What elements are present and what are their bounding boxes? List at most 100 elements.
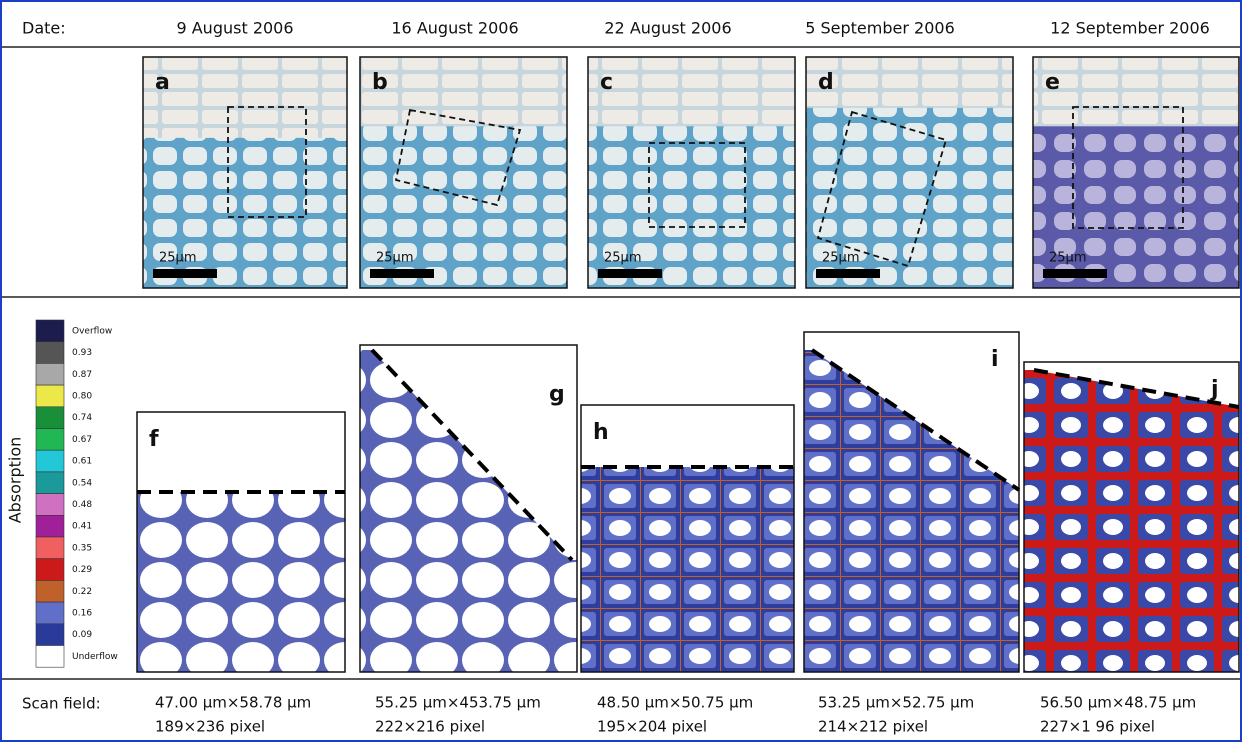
boundary-line bbox=[810, 348, 1021, 492]
legend-label: 0.61 bbox=[72, 457, 92, 467]
cell-layer bbox=[1033, 126, 1239, 288]
cell-layer bbox=[588, 126, 795, 288]
legend-label: 0.09 bbox=[72, 630, 92, 640]
date: 16 August 2006 bbox=[391, 19, 518, 38]
panel-letter: a bbox=[155, 70, 170, 95]
legend-swatch bbox=[35, 601, 65, 625]
scale-bar bbox=[370, 269, 434, 278]
legend-label: 0.93 bbox=[72, 348, 92, 358]
date: 5 September 2006 bbox=[805, 19, 955, 38]
legend-label: 0.16 bbox=[72, 608, 92, 618]
legend-swatch bbox=[35, 514, 65, 538]
scale-bar bbox=[153, 269, 217, 278]
absorption-map bbox=[1024, 370, 1239, 672]
legend-swatch bbox=[35, 319, 65, 343]
region-outline bbox=[227, 106, 307, 218]
scan-pixels: 222×216 pixel bbox=[375, 718, 485, 736]
date: 9 August 2006 bbox=[176, 19, 293, 38]
legend-label: 0.67 bbox=[72, 435, 92, 445]
date: 12 September 2006 bbox=[1050, 19, 1210, 38]
legend-label: 0.48 bbox=[72, 500, 92, 510]
scan-pixels: 227×1 96 pixel bbox=[1040, 718, 1155, 736]
micrograph-border bbox=[1032, 56, 1240, 289]
scale-label: 25µm bbox=[604, 251, 641, 266]
scale-bar bbox=[598, 269, 662, 278]
scan-border bbox=[136, 411, 346, 673]
legend-label: 0.22 bbox=[72, 587, 92, 597]
panel-letter: d bbox=[818, 70, 834, 95]
panel-letter: f bbox=[149, 427, 159, 452]
legend-label: 0.54 bbox=[72, 478, 92, 488]
scan-size: 53.25 µm×52.75 µm bbox=[818, 694, 974, 712]
legend-swatch bbox=[35, 580, 65, 603]
date-label: Date: bbox=[22, 19, 66, 38]
region-outline bbox=[816, 110, 948, 268]
panel-letter: b bbox=[372, 70, 388, 95]
absorption-map bbox=[137, 492, 345, 672]
legend-title: Absorption bbox=[6, 437, 25, 524]
region-outline bbox=[394, 108, 522, 207]
legend-swatch bbox=[35, 493, 65, 516]
scan-size: 47.00 µm×58.78 µm bbox=[155, 694, 311, 712]
panel-letter: i bbox=[991, 347, 999, 372]
panel-letter: c bbox=[600, 70, 613, 95]
scan-size: 48.50 µm×50.75 µm bbox=[597, 694, 753, 712]
absorption-map bbox=[581, 467, 794, 672]
legend-swatch bbox=[35, 406, 65, 429]
panel-letter: h bbox=[593, 420, 609, 445]
scan-border bbox=[359, 344, 578, 673]
legend-label: 0.87 bbox=[72, 370, 92, 380]
legend-swatch bbox=[35, 471, 65, 494]
scan-pixels: 214×212 pixel bbox=[818, 718, 928, 736]
boundary-line bbox=[370, 348, 574, 562]
legend-swatch bbox=[35, 341, 65, 364]
legend-swatch bbox=[35, 536, 65, 560]
scale-bar bbox=[816, 269, 880, 278]
absorption-map bbox=[804, 350, 1019, 672]
scan-size: 56.50 µm×48.75 µm bbox=[1040, 694, 1196, 712]
legend-swatch bbox=[35, 558, 65, 581]
cell-layer bbox=[360, 126, 567, 288]
legend-swatch bbox=[35, 449, 65, 473]
scan-pixels: 189×236 pixel bbox=[155, 718, 265, 736]
scan-field-label: Scan field: bbox=[22, 695, 101, 713]
legend-swatch bbox=[35, 428, 65, 451]
region-outline bbox=[648, 142, 746, 228]
legend-label: 0.41 bbox=[72, 522, 92, 532]
panel-letter: e bbox=[1045, 70, 1060, 95]
panel-letter: g bbox=[549, 382, 565, 407]
scale-label: 25µm bbox=[376, 251, 413, 266]
absorption-map bbox=[360, 350, 577, 672]
scale-bar bbox=[1043, 269, 1107, 278]
legend-swatch bbox=[35, 384, 65, 408]
legend-label: Overflow bbox=[72, 326, 112, 336]
legend-label: 0.74 bbox=[72, 413, 92, 423]
scan-border bbox=[1023, 361, 1240, 673]
scan-size: 55.25 µm×453.75 µm bbox=[375, 694, 541, 712]
legend-swatch bbox=[35, 645, 65, 668]
scale-label: 25µm bbox=[159, 251, 196, 266]
micrograph-border bbox=[805, 56, 1014, 289]
scale-label: 25µm bbox=[822, 251, 859, 266]
scale-label: 25µm bbox=[1049, 251, 1086, 266]
micrograph-border bbox=[587, 56, 796, 289]
cell-layer bbox=[143, 137, 347, 288]
micrograph-border bbox=[142, 56, 348, 289]
legend-label: 0.29 bbox=[72, 565, 92, 575]
scan-border bbox=[580, 404, 795, 673]
date: 22 August 2006 bbox=[604, 19, 731, 38]
panel-letter: j bbox=[1210, 377, 1219, 402]
scan-border bbox=[803, 331, 1020, 673]
boundary-line bbox=[1033, 368, 1240, 409]
region-outline bbox=[1072, 106, 1184, 229]
scan-pixels: 195×204 pixel bbox=[597, 718, 707, 736]
legend-swatch bbox=[35, 623, 65, 646]
legend-swatch bbox=[35, 363, 65, 386]
legend-label: Underflow bbox=[72, 652, 118, 662]
micrograph-border bbox=[359, 56, 568, 289]
legend-label: 0.80 bbox=[72, 391, 92, 401]
legend-label: 0.35 bbox=[72, 543, 92, 553]
